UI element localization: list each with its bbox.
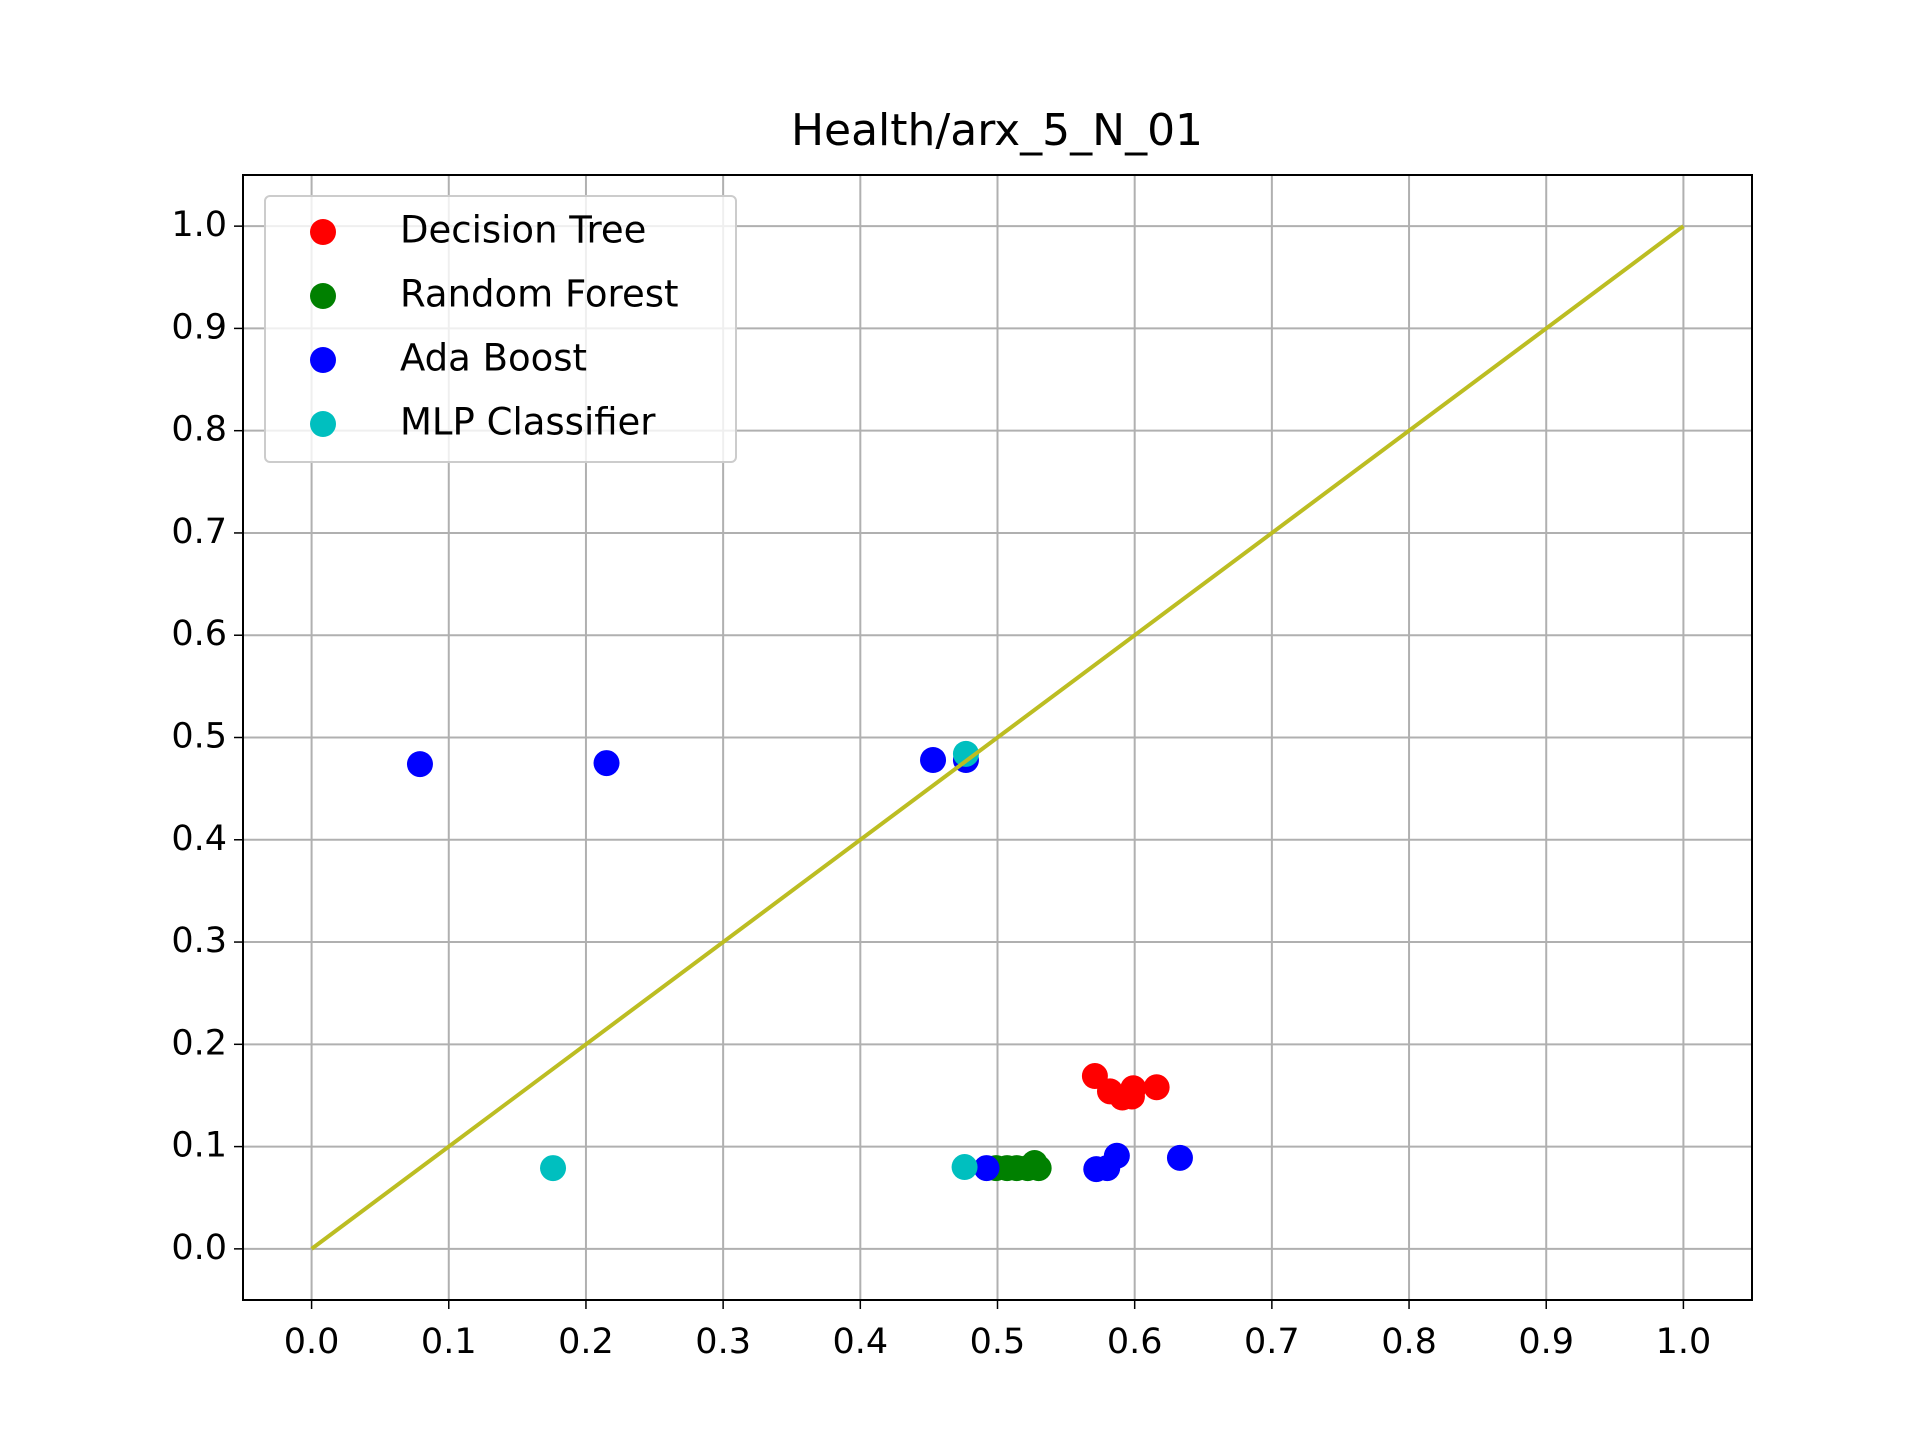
- legend-label: Ada Boost: [400, 337, 587, 380]
- point: [1143, 1074, 1170, 1101]
- y-tick-label: 0.0: [171, 1228, 227, 1268]
- legend-label: MLP Classifier: [400, 401, 656, 444]
- y-tick-label: 0.7: [171, 512, 227, 552]
- point: [973, 1155, 1000, 1182]
- point: [406, 751, 433, 778]
- y-tick-label: 0.8: [171, 410, 227, 450]
- legend-label: Random Forest: [400, 273, 679, 316]
- y-tick-label: 0.6: [171, 614, 227, 654]
- chart-title: Health/arx_5_N_01: [791, 105, 1203, 156]
- x-tick-label: 0.3: [695, 1322, 751, 1362]
- legend-box: [264, 195, 737, 463]
- x-tick-label: 0.6: [1107, 1322, 1163, 1362]
- y-tick-label: 0.5: [171, 717, 227, 757]
- legend-label: Decision Tree: [400, 209, 646, 252]
- point: [1103, 1142, 1130, 1169]
- legend-marker: [310, 411, 336, 437]
- point: [1120, 1075, 1147, 1102]
- y-tick-label: 0.9: [171, 307, 227, 347]
- x-tick-label: 0.4: [832, 1322, 888, 1362]
- x-tick-label: 0.1: [421, 1322, 477, 1362]
- point: [593, 750, 620, 777]
- legend-marker: [310, 347, 336, 373]
- y-tick-label: 0.1: [171, 1126, 227, 1166]
- x-tick-label: 0.9: [1518, 1322, 1574, 1362]
- diagonal-line: [310, 224, 1685, 1251]
- x-tick-label: 0.8: [1381, 1322, 1437, 1362]
- y-tick-label: 1.0: [171, 205, 227, 245]
- point: [920, 747, 947, 773]
- x-tick-label: 1.0: [1656, 1322, 1712, 1362]
- x-tick-label: 0.0: [284, 1322, 340, 1362]
- point: [1025, 1155, 1052, 1182]
- y-tick-label: 0.3: [171, 921, 227, 961]
- point: [952, 740, 979, 767]
- y-tick-label: 0.2: [171, 1023, 227, 1063]
- axes-frame: [242, 174, 1753, 1301]
- x-tick-label: 0.7: [1244, 1322, 1300, 1362]
- legend-marker: [310, 283, 336, 309]
- x-tick-label: 0.2: [558, 1322, 614, 1362]
- y-tick-label: 0.4: [171, 819, 227, 859]
- point: [1166, 1144, 1193, 1171]
- x-tick-label: 0.5: [970, 1322, 1026, 1362]
- point: [951, 1154, 978, 1181]
- legend-marker: [310, 219, 336, 245]
- point: [540, 1155, 567, 1182]
